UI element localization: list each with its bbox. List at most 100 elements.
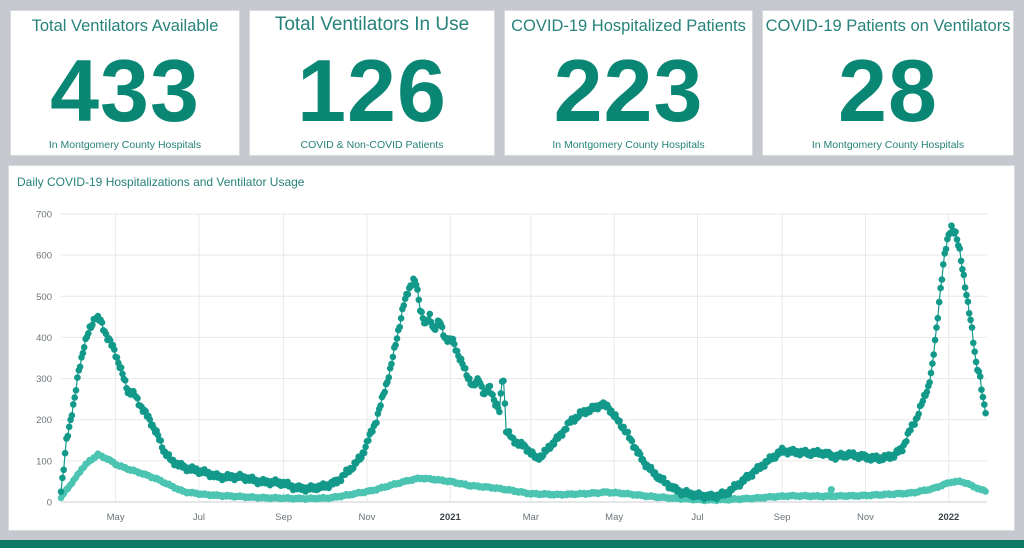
data-point-hospitalized (59, 474, 66, 482)
kpi-card-ventilators-available: Total Ventilators Available 433 In Montg… (10, 10, 240, 156)
data-point-hospitalized (121, 377, 129, 384)
data-point-hospitalized (453, 347, 461, 355)
data-point-hospitalized (385, 374, 393, 381)
data-point-hospitalized (965, 310, 973, 317)
data-point-hospitalized (113, 354, 121, 361)
data-point-hospitalized (907, 426, 914, 434)
data-point-hospitalized (111, 346, 118, 353)
data-point-hospitalized (497, 390, 505, 397)
data-point-hospitalized (978, 386, 985, 393)
kpi-subtitle: In Montgomery County Hospitals (48, 139, 202, 151)
data-point-hospitalized (360, 449, 368, 457)
kpi-value: 433 (50, 41, 200, 140)
data-point-hospitalized (70, 401, 77, 408)
x-tick-label: 2022 (938, 512, 959, 523)
data-point-hospitalized (65, 423, 73, 431)
data-point-hospitalized (404, 291, 412, 298)
data-point-hospitalized (377, 402, 384, 409)
data-point-hospitalized (982, 409, 989, 417)
data-point-hospitalized (915, 410, 922, 418)
data-point-hospitalized (134, 395, 141, 402)
data-point-hospitalized (968, 324, 976, 331)
data-point-hospitalized (117, 364, 125, 371)
data-point-hospitalized (71, 394, 78, 401)
data-point-hospitalized (971, 348, 978, 355)
x-tick-label: May (605, 512, 623, 523)
kpi-subtitle: COVID & Non-COVID Patients (300, 139, 444, 151)
data-point-hospitalized (157, 437, 164, 444)
data-point-hospitalized (628, 437, 636, 445)
data-point-hospitalized (80, 344, 88, 351)
data-point-hospitalized (938, 276, 946, 283)
data-point-hospitalized (61, 449, 69, 457)
data-point-hospitalized (967, 316, 974, 324)
data-point-hospitalized (337, 477, 345, 485)
data-point-hospitalized (438, 323, 446, 331)
data-point-hospitalized (911, 421, 918, 428)
data-point-hospitalized (489, 391, 496, 398)
data-point-hospitalized (979, 393, 987, 401)
y-tick-label: 400 (36, 333, 52, 344)
frame-bottom-bar (0, 540, 1024, 548)
data-point-hospitalized (426, 310, 434, 318)
y-tick-label: 600 (36, 251, 52, 262)
kpi-card-patients-on-ventilators: COVID-19 Patients on Ventilators 28 In M… (762, 10, 1014, 156)
data-point-hospitalized (72, 387, 80, 394)
kpi-card-hospitalized-patients: COVID-19 Hospitalized Patients 223 In Mo… (504, 10, 753, 156)
outlier-point (827, 486, 835, 494)
data-point-hospitalized (457, 355, 465, 363)
data-point-hospitalized (388, 360, 395, 368)
data-point-hospitalized (397, 315, 405, 322)
data-point-hospitalized (953, 236, 961, 243)
data-point-hospitalized (616, 417, 623, 425)
data-point-hospitalized (501, 400, 509, 407)
chart-title: Daily COVID-19 Hospitalizations and Vent… (17, 175, 305, 189)
line-chart[interactable]: 0 100 200 300 400 500 600 700 May Jul Sep Nov 2021 Ma… (9, 166, 1014, 530)
data-point-hospitalized (400, 302, 408, 309)
data-point-hospitalized (462, 365, 469, 372)
kpi-title: COVID-19 Hospitalized Patients (511, 17, 746, 35)
data-point-hospitalized (964, 298, 972, 305)
data-point-hospitalized (903, 438, 910, 445)
data-point-hospitalized (937, 284, 944, 292)
data-point-hospitalized (981, 401, 988, 408)
data-point-hospitalized (931, 336, 939, 344)
data-point-hospitalized (972, 358, 980, 366)
data-point-hospitalized (929, 360, 936, 367)
data-point-hospitalized (373, 419, 380, 427)
data-point-hospitalized (396, 323, 404, 331)
data-point-hospitalized (496, 408, 503, 416)
x-tick-label: Sep (774, 512, 791, 523)
kpi-title: Total Ventilators Available (31, 17, 219, 35)
data-point-hospitalized (957, 257, 965, 265)
data-point-hospitalized (165, 451, 173, 458)
data-point-hospitalized (927, 369, 935, 377)
x-tick-label: Jul (193, 512, 205, 523)
data-point-hospitalized (620, 423, 627, 431)
kpi-title: COVID-19 Patients on Ventilators (765, 17, 1011, 35)
data-point-hospitalized (393, 335, 401, 342)
data-point-hospitalized (146, 416, 154, 423)
data-point-hospitalized (418, 308, 425, 316)
data-point-hospitalized (660, 474, 667, 482)
data-point-hospitalized (478, 383, 486, 390)
data-point-hospitalized (505, 428, 513, 435)
data-point-hospitalized (365, 437, 372, 444)
data-point-hospitalized (362, 443, 369, 451)
x-tick-label: Nov (358, 512, 375, 523)
data-point-hospitalized (89, 321, 96, 329)
x-tick-label: Jul (691, 512, 703, 523)
kpi-subtitle: In Montgomery County Hospitals (552, 139, 705, 151)
data-point-hospitalized (930, 351, 937, 358)
y-tick-label: 100 (36, 456, 52, 467)
data-point-hospitalized (76, 363, 84, 371)
data-point-hospitalized (976, 373, 984, 380)
y-tick-label: 500 (36, 292, 52, 303)
data-point-hospitalized (960, 271, 968, 279)
data-point-hospitalized (381, 388, 389, 396)
data-point-hospitalized (392, 341, 399, 349)
y-tick-label: 0 (47, 498, 52, 509)
kpi-value: 28 (838, 41, 938, 140)
y-tick-label: 300 (36, 374, 52, 385)
data-point-hospitalized (919, 397, 927, 405)
